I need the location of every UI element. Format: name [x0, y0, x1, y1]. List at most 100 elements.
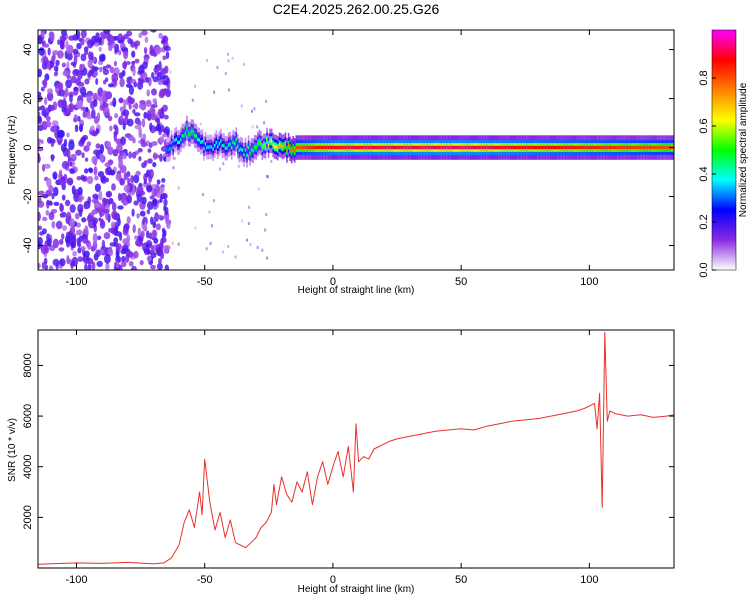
ridge-cell [341, 145, 344, 150]
noise-speckle [122, 122, 126, 131]
ridge-cell [217, 144, 219, 149]
noise-speckle [134, 235, 139, 240]
noise-speckle [129, 97, 136, 105]
ridge-cell [617, 145, 619, 150]
noise-speckle [150, 216, 154, 225]
noise-speckle [84, 51, 89, 56]
ridge-cell [406, 145, 408, 150]
ridge-cell [609, 145, 611, 150]
sparse-speckle [227, 52, 229, 56]
noise-speckle [48, 265, 54, 270]
noise-speckle [83, 145, 90, 152]
noise-speckle [38, 138, 42, 144]
sparse-speckle [263, 121, 266, 125]
ridge-cell [297, 145, 299, 150]
noise-speckle [127, 177, 131, 185]
noise-speckle [138, 103, 144, 110]
ridge-cell [600, 145, 602, 150]
ridge-cell [587, 145, 590, 150]
colorbar: 0.0 0.2 0.4 0.6 0.8 Normalized spectral ampl… [698, 29, 749, 278]
noise-speckle [58, 247, 65, 252]
ridge-cell [623, 145, 625, 150]
ridge-cell [524, 145, 527, 150]
noise-speckle [91, 65, 95, 75]
noise-speckle [81, 217, 87, 223]
noise-speckle [88, 168, 93, 174]
noise-speckle [159, 153, 163, 162]
noise-speckle [139, 79, 146, 84]
noise-speckle [162, 80, 169, 86]
noise-speckle [52, 258, 60, 266]
noise-speckle [132, 137, 136, 144]
ridge-cell [230, 145, 233, 150]
noise-speckle [118, 158, 124, 167]
ridge-cell [589, 145, 591, 150]
noise-speckle [151, 141, 158, 146]
spectrogram-frame [37, 29, 675, 271]
noise-speckle [123, 34, 129, 40]
ridge-cell [201, 139, 204, 144]
noise-speckle [162, 55, 167, 61]
ridge-cell [666, 145, 668, 150]
noise-speckle [110, 221, 116, 229]
ridge-cell [247, 146, 250, 150]
ridge-cell [567, 145, 570, 150]
ridge-cell [664, 145, 667, 150]
ridge-cell [280, 143, 282, 147]
noise-speckle [69, 168, 76, 174]
noise-speckle [126, 194, 132, 204]
sparse-speckle [257, 187, 260, 191]
sparse-speckle [216, 66, 219, 69]
ridge-cell [543, 145, 545, 150]
sparse-speckle [240, 219, 243, 223]
noise-speckle [132, 104, 139, 109]
ridge-cell [417, 145, 419, 150]
noise-speckle [162, 133, 167, 138]
ridge-cell [395, 145, 398, 150]
sparse-speckle [237, 164, 240, 168]
noise-speckle [125, 61, 131, 65]
ridge-cell [449, 145, 451, 150]
ridge-cell [212, 147, 214, 151]
sparse-speckle [209, 241, 212, 245]
ridge-cell [610, 145, 613, 150]
ridge-cell [569, 145, 571, 150]
noise-speckle [128, 151, 133, 159]
noise-speckle [146, 255, 152, 262]
ridge-cell [630, 145, 633, 150]
ridge-cell [249, 151, 251, 156]
noise-speckle [59, 179, 65, 187]
noise-speckle [38, 115, 43, 125]
noise-speckle [48, 185, 54, 193]
noise-speckle [114, 43, 120, 53]
ridge-cell [253, 145, 256, 149]
noise-speckle [84, 78, 90, 85]
noise-speckle [161, 227, 166, 234]
noise-speckle [76, 30, 81, 40]
ridge-cell [210, 145, 213, 149]
noise-speckle [147, 158, 153, 164]
sparse-speckle [171, 241, 174, 245]
noise-speckle [68, 140, 75, 151]
ridge-cell [203, 146, 205, 151]
noise-speckle [45, 120, 52, 128]
ridge-cell [464, 145, 467, 150]
ridge-cell [172, 145, 174, 149]
noise-speckle [86, 141, 92, 147]
ridge-cell [661, 145, 664, 150]
noise-speckle [131, 208, 135, 217]
noise-speckle [47, 47, 51, 56]
noise-speckle [155, 223, 161, 231]
noise-speckle [94, 183, 101, 192]
ridge-cell [577, 145, 579, 150]
ridge-cell [594, 145, 596, 150]
ridge-cell [330, 145, 333, 150]
noise-speckle [96, 112, 101, 122]
ridge-cell [238, 148, 241, 152]
noise-speckle [102, 68, 109, 76]
ridge-cell [240, 147, 242, 151]
noise-speckle [161, 88, 169, 95]
noise-speckle [55, 220, 63, 230]
ridge-cell [441, 145, 444, 150]
spectrogram-x-tick-label: 50 [455, 276, 467, 288]
